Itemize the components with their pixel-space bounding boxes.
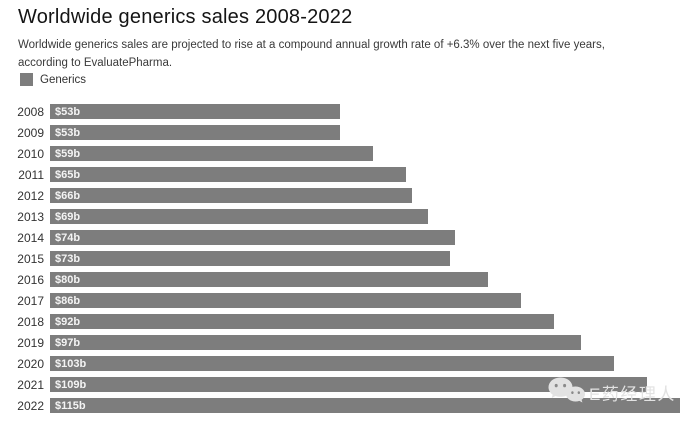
bar-value-label: $109b bbox=[55, 378, 87, 391]
chart-row: 2021 $109b bbox=[0, 374, 697, 395]
bar-track: $65b bbox=[50, 167, 680, 182]
legend-swatch bbox=[20, 73, 33, 86]
year-label: 2017 bbox=[17, 293, 44, 308]
bar: $59b bbox=[50, 146, 374, 161]
bar: $109b bbox=[50, 377, 648, 392]
bar-track: $103b bbox=[50, 356, 680, 371]
bar-chart: 2008 $53b 2009 $53b 2010 $59b 2011 $65b 2012 $66b… bbox=[0, 101, 697, 416]
bar-track: $74b bbox=[50, 230, 680, 245]
bar-track: $69b bbox=[50, 209, 680, 224]
bar: $103b bbox=[50, 356, 615, 371]
bar-track: $86b bbox=[50, 293, 680, 308]
year-label: 2008 bbox=[17, 104, 44, 119]
chart-row: 2019 $97b bbox=[0, 332, 697, 353]
year-label: 2013 bbox=[17, 209, 44, 224]
year-label: 2009 bbox=[17, 125, 44, 140]
bar: $53b bbox=[50, 104, 341, 119]
chart-row: 2012 $66b bbox=[0, 185, 697, 206]
bar-track: $53b bbox=[50, 125, 680, 140]
year-label: 2019 bbox=[17, 335, 44, 350]
bar: $80b bbox=[50, 272, 489, 287]
bar: $66b bbox=[50, 188, 412, 203]
bar-track: $80b bbox=[50, 272, 680, 287]
year-label: 2012 bbox=[17, 188, 44, 203]
bar-track: $92b bbox=[50, 314, 680, 329]
chart-row: 2013 $69b bbox=[0, 206, 697, 227]
bar: $97b bbox=[50, 335, 582, 350]
year-label: 2015 bbox=[17, 251, 44, 266]
bar-value-label: $97b bbox=[55, 336, 81, 349]
legend: Generics bbox=[20, 73, 86, 86]
bar-value-label: $80b bbox=[55, 273, 81, 286]
year-label: 2021 bbox=[17, 377, 44, 392]
bar-value-label: $92b bbox=[55, 315, 81, 328]
bar-track: $59b bbox=[50, 146, 680, 161]
bar: $74b bbox=[50, 230, 456, 245]
chart-row: 2015 $73b bbox=[0, 248, 697, 269]
bar-value-label: $86b bbox=[55, 294, 81, 307]
bar: $86b bbox=[50, 293, 522, 308]
chart-row: 2011 $65b bbox=[0, 164, 697, 185]
bar-value-label: $53b bbox=[55, 126, 81, 139]
chart-row: 2010 $59b bbox=[0, 143, 697, 164]
year-label: 2016 bbox=[17, 272, 44, 287]
year-label: 2018 bbox=[17, 314, 44, 329]
bar-value-label: $69b bbox=[55, 210, 81, 223]
year-label: 2022 bbox=[17, 398, 44, 413]
chart-row: 2018 $92b bbox=[0, 311, 697, 332]
bar: $73b bbox=[50, 251, 450, 266]
bar: $92b bbox=[50, 314, 554, 329]
chart-subtitle: Worldwide generics sales are projected t… bbox=[18, 39, 605, 69]
chart-row: 2020 $103b bbox=[0, 353, 697, 374]
bar: $69b bbox=[50, 209, 428, 224]
bar-value-label: $59b bbox=[55, 147, 81, 160]
bar-value-label: $115b bbox=[55, 399, 86, 412]
bar-track: $109b bbox=[50, 377, 680, 392]
bar-value-label: $65b bbox=[55, 168, 81, 181]
bar-value-label: $66b bbox=[55, 189, 81, 202]
bar-track: $53b bbox=[50, 104, 680, 119]
year-label: 2011 bbox=[18, 167, 44, 182]
chart-row: 2016 $80b bbox=[0, 269, 697, 290]
bar-track: $97b bbox=[50, 335, 680, 350]
chart-title: Worldwide generics sales 2008-2022 bbox=[18, 6, 353, 28]
chart-row: 2017 $86b bbox=[0, 290, 697, 311]
bar-value-label: $103b bbox=[55, 357, 87, 370]
chart-row: 2014 $74b bbox=[0, 227, 697, 248]
year-label: 2020 bbox=[17, 356, 44, 371]
bar: $53b bbox=[50, 125, 341, 140]
bar-track: $73b bbox=[50, 251, 680, 266]
chart-row: 2008 $53b bbox=[0, 101, 697, 122]
bar-value-label: $53b bbox=[55, 105, 81, 118]
year-label: 2014 bbox=[17, 230, 44, 245]
bar-value-label: $74b bbox=[55, 231, 81, 244]
legend-label: Generics bbox=[40, 73, 87, 86]
bar-track: $66b bbox=[50, 188, 680, 203]
chart-row: 2022 $115b bbox=[0, 395, 697, 416]
year-label: 2010 bbox=[17, 146, 44, 161]
bar-value-label: $73b bbox=[55, 252, 81, 265]
bar-track: $115b bbox=[50, 398, 680, 413]
bar: $65b bbox=[50, 167, 407, 182]
chart-row: 2009 $53b bbox=[0, 122, 697, 143]
bar: $115b bbox=[50, 398, 680, 413]
